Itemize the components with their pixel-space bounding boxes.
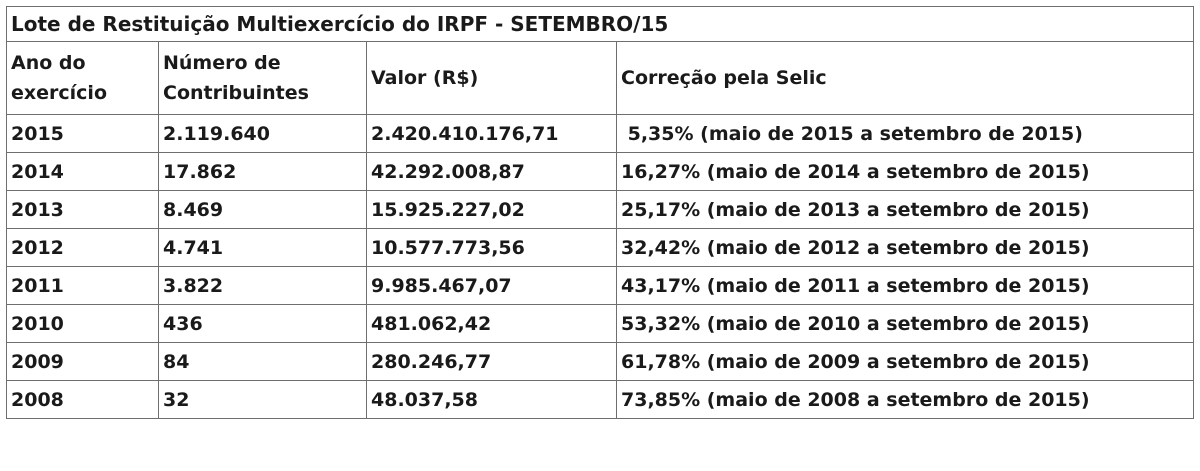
table-row: 2011 3.822 9.985.467,07 43,17% (maio de …: [6, 266, 1194, 305]
cell-contribuintes: 2.119.640: [158, 114, 367, 153]
cell-ano: 2010: [6, 304, 159, 343]
table-row: 2013 8.469 15.925.227,02 25,17% (maio de…: [6, 190, 1194, 229]
cell-valor: 2.420.410.176,71: [366, 114, 617, 153]
cell-ano: 2008: [6, 380, 159, 419]
table-row: 2010 436 481.062,42 53,32% (maio de 2010…: [6, 304, 1194, 343]
cell-correcao: 32,42% (maio de 2012 a setembro de 2015): [616, 228, 1194, 267]
restitution-table-container: Lote de Restituição Multiexercício do IR…: [6, 6, 1194, 465]
cell-contribuintes: 84: [158, 342, 367, 381]
cell-valor: 42.292.008,87: [366, 152, 617, 191]
table-row: 2012 4.741 10.577.773,56 32,42% (maio de…: [6, 228, 1194, 267]
header-numero-contribuintes: Número de Contribuintes: [158, 41, 367, 115]
table-header-row: Ano do exercício Número de Contribuintes…: [6, 41, 1194, 115]
header-valor: Valor (R$): [366, 41, 617, 115]
cell-contribuintes: 8.469: [158, 190, 367, 229]
cell-contribuintes: 3.822: [158, 266, 367, 305]
header-ano-exercicio: Ano do exercício: [6, 41, 159, 115]
cell-valor: 10.577.773,56: [366, 228, 617, 267]
table-row: 2008 32 48.037,58 73,85% (maio de 2008 a…: [6, 380, 1194, 419]
cell-ano: 2015: [6, 114, 159, 153]
table-title-row: Lote de Restituição Multiexercício do IR…: [6, 6, 1194, 42]
table-title: Lote de Restituição Multiexercício do IR…: [6, 6, 1194, 42]
cell-valor: 481.062,42: [366, 304, 617, 343]
table-row: 2015 2.119.640 2.420.410.176,71 5,35% (m…: [6, 114, 1194, 153]
cell-valor: 9.985.467,07: [366, 266, 617, 305]
cell-correcao: 43,17% (maio de 2011 a setembro de 2015): [616, 266, 1194, 305]
cell-contribuintes: 17.862: [158, 152, 367, 191]
cell-correcao: 53,32% (maio de 2010 a setembro de 2015): [616, 304, 1194, 343]
cell-contribuintes: 4.741: [158, 228, 367, 267]
restitution-table: Lote de Restituição Multiexercício do IR…: [6, 6, 1194, 419]
cell-contribuintes: 436: [158, 304, 367, 343]
cell-valor: 15.925.227,02: [366, 190, 617, 229]
cell-ano: 2009: [6, 342, 159, 381]
cell-ano: 2012: [6, 228, 159, 267]
cell-correcao: 5,35% (maio de 2015 a setembro de 2015): [616, 114, 1194, 153]
cell-ano: 2011: [6, 266, 159, 305]
cell-correcao: 25,17% (maio de 2013 a setembro de 2015): [616, 190, 1194, 229]
table-row: 2014 17.862 42.292.008,87 16,27% (maio d…: [6, 152, 1194, 191]
cell-correcao: 73,85% (maio de 2008 a setembro de 2015): [616, 380, 1194, 419]
cell-correcao: 16,27% (maio de 2014 a setembro de 2015): [616, 152, 1194, 191]
cell-ano: 2014: [6, 152, 159, 191]
cell-contribuintes: 32: [158, 380, 367, 419]
cell-valor: 280.246,77: [366, 342, 617, 381]
cell-ano: 2013: [6, 190, 159, 229]
cell-valor: 48.037,58: [366, 380, 617, 419]
header-correcao-selic: Correção pela Selic: [616, 41, 1194, 115]
cell-correcao: 61,78% (maio de 2009 a setembro de 2015): [616, 342, 1194, 381]
table-row: 2009 84 280.246,77 61,78% (maio de 2009 …: [6, 342, 1194, 381]
